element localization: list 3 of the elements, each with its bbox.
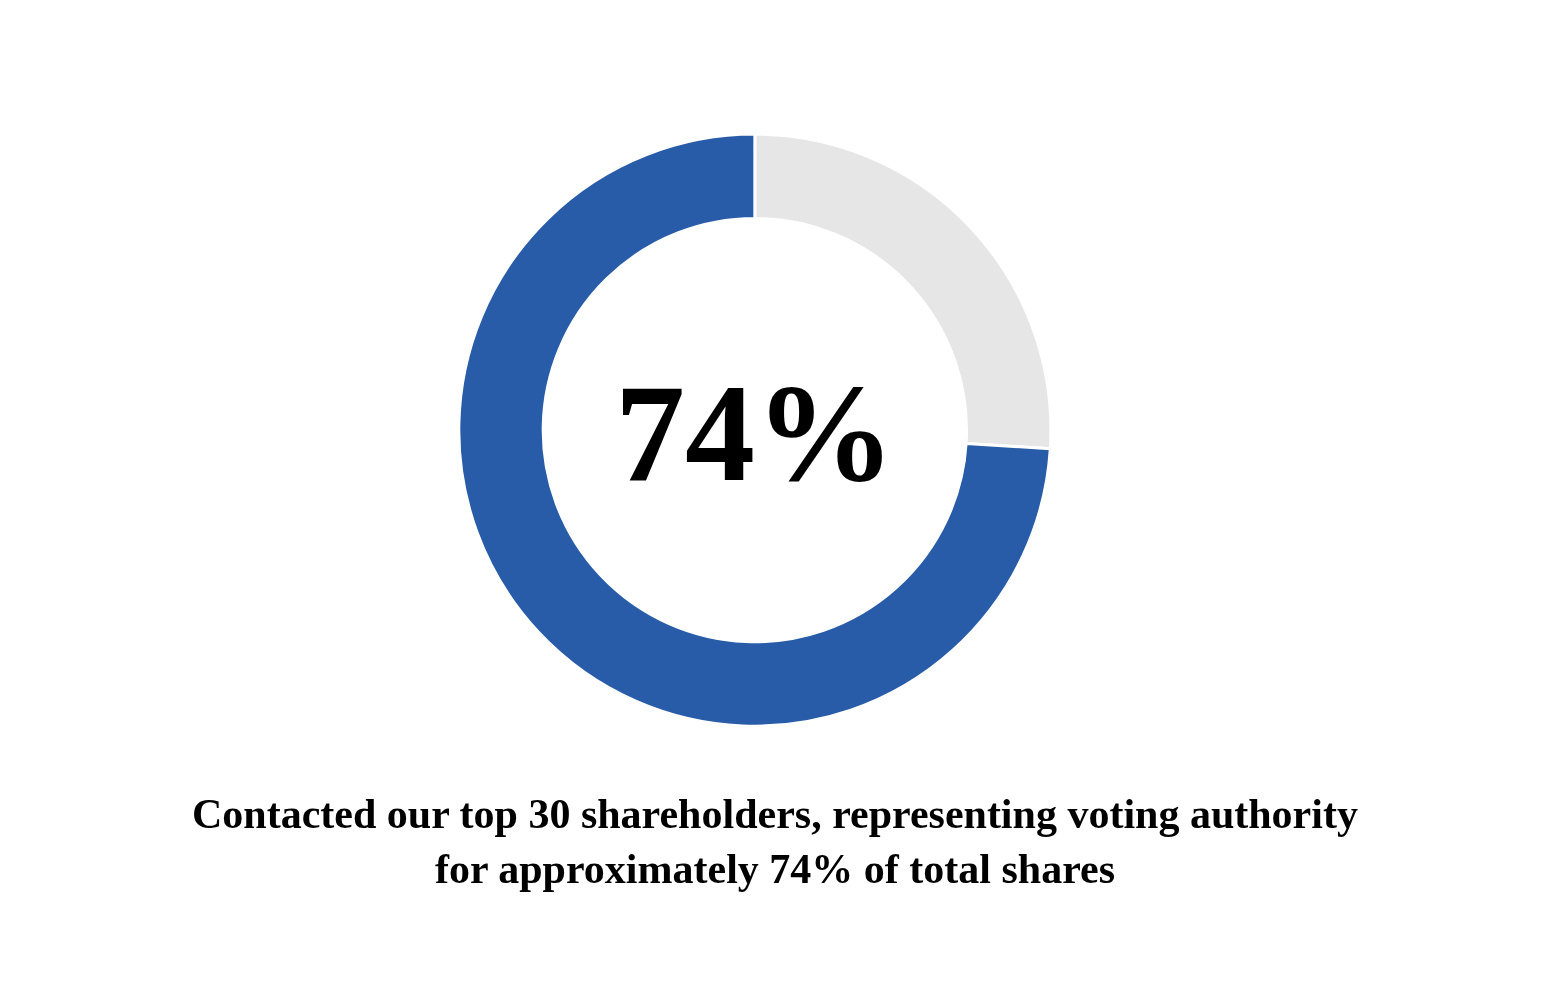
donut-slice [457, 132, 1052, 728]
text: 74% [615, 355, 895, 510]
text: Contacted our top 30 shareholders, representing voting authority for approximately 74% of total shares [192, 791, 1358, 892]
